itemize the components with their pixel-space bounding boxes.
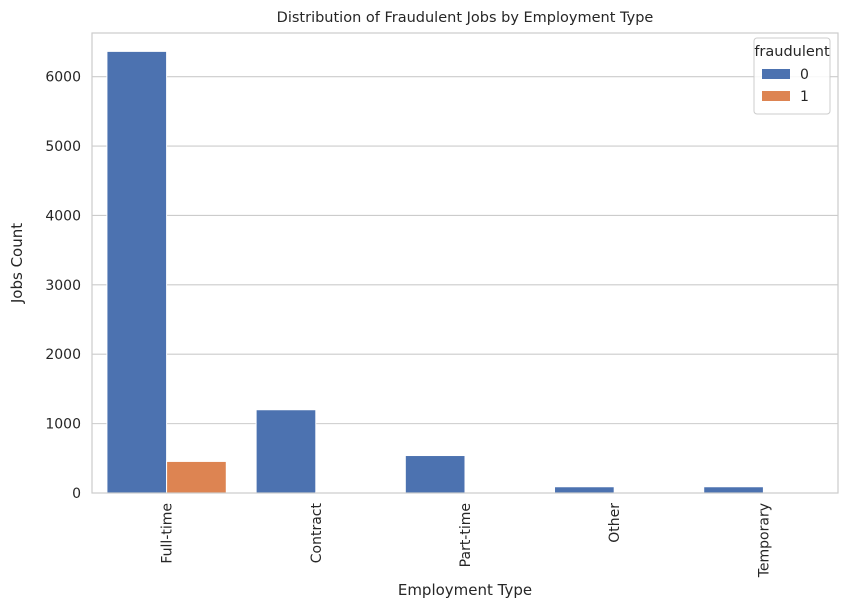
y-tick-label: 1000 [45, 417, 81, 433]
y-tick-label: 3000 [45, 278, 81, 294]
plot-area [92, 33, 838, 493]
legend-label: 1 [800, 89, 809, 105]
plot-border [91, 32, 839, 494]
y-tick-label: 5000 [45, 139, 81, 155]
bar [554, 486, 615, 494]
y-tick-label: 0 [72, 486, 81, 502]
legend-title: fraudulent [754, 44, 830, 60]
x-tick-label: Temporary [756, 503, 772, 578]
x-tick-label: Contract [309, 502, 325, 563]
y-tick-labels: 0 1000 2000 3000 4000 5000 6000 [45, 70, 81, 502]
x-tick-label: Part-time [458, 503, 474, 567]
x-tick-label: Full-time [160, 503, 176, 564]
legend: fraudulent 01 [753, 37, 831, 115]
bar [703, 486, 764, 494]
bar [255, 409, 317, 494]
bar [166, 460, 227, 494]
chart-title: Distribution of Fraudulent Jobs by Emplo… [277, 10, 654, 26]
y-tick-label: 4000 [45, 208, 81, 224]
y-tick-label: 6000 [45, 70, 81, 86]
y-tick-label: 2000 [45, 347, 81, 363]
legend-label: 0 [800, 67, 809, 83]
legend-items: 01 [762, 67, 809, 105]
bar [404, 455, 466, 494]
plot-frame [91, 32, 839, 494]
y-axis-label: Jobs Count [8, 223, 26, 304]
x-tick-labels: Full-time Contract Part-time Other Temporary [160, 502, 773, 578]
legend-swatch [762, 91, 790, 101]
bar [106, 50, 168, 494]
x-tick-label: Other [607, 503, 623, 543]
x-axis-label: Employment Type [398, 581, 532, 599]
legend-swatch [762, 69, 790, 79]
